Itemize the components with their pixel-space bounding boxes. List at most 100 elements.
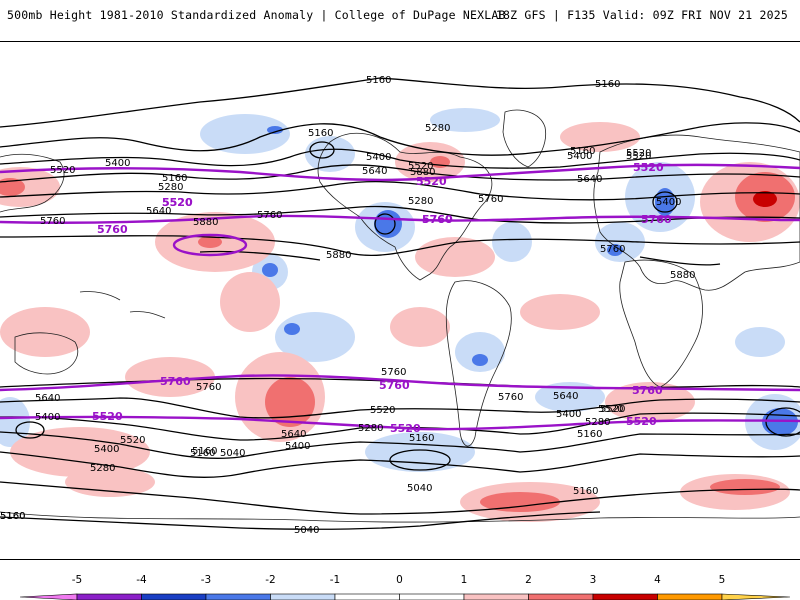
- colorbar-segment: [205, 593, 271, 600]
- contour-label: 5160: [0, 511, 25, 522]
- contour-label-key: 5760: [97, 223, 128, 236]
- contour-label: 5280: [425, 123, 450, 134]
- contour-label-key: 5520: [416, 175, 447, 188]
- contour-label: 5160: [595, 79, 620, 90]
- contour-label: 5880: [193, 217, 218, 228]
- coastlines: [0, 109, 800, 523]
- contour-label: 5160: [409, 433, 434, 444]
- colorbar-tick-label: -5: [71, 574, 83, 586]
- contour-label: 5760: [381, 367, 406, 378]
- contour-label: 5520: [120, 435, 145, 446]
- contour-labels-black: 5160 5160 5160 5280 5160 5400 5640 5520 …: [0, 75, 695, 536]
- contour-label-key: 5520: [626, 415, 657, 428]
- contour-label: 5640: [362, 166, 387, 177]
- contour-label: 5160: [573, 486, 598, 497]
- contour-label-key: 5520: [162, 196, 193, 209]
- colorbar-tick-label: 3: [589, 574, 597, 586]
- contour-label: 5280: [408, 196, 433, 207]
- map-panel[interactable]: 5160 5160 5160 5280 5160 5400 5640 5520 …: [0, 41, 800, 560]
- colorbar-tick-label: 1: [460, 574, 468, 586]
- colorbar-segment: [528, 593, 594, 600]
- colorbar-segment: [463, 593, 529, 600]
- contour-label: 5280: [358, 423, 383, 434]
- contour-label-key: 5520: [633, 161, 664, 174]
- contour-label: 5640: [553, 391, 578, 402]
- contour-label: 5520: [370, 405, 395, 416]
- contour-label-key: 5760: [641, 213, 672, 226]
- contour-label: 5280: [585, 417, 610, 428]
- colorbar-segment: [399, 593, 465, 600]
- colorbar-tick-label: 0: [396, 574, 403, 586]
- contour-label: 5640: [577, 174, 602, 185]
- contour-label: 5400: [105, 158, 130, 169]
- contour-label: 5040: [294, 525, 319, 536]
- contour-label: 5640: [146, 206, 171, 217]
- colorbar-tick-label: -1: [329, 574, 341, 586]
- contour-label: 5040: [220, 448, 245, 459]
- contour-label: 5760: [257, 210, 282, 221]
- colorbar-tick-label: 2: [525, 574, 532, 586]
- contour-label: 5520: [626, 151, 651, 162]
- colorbar-segment: [657, 593, 723, 600]
- colorbar-tick-label: -2: [265, 574, 276, 586]
- contour-label: 5160: [366, 75, 391, 86]
- contour-label-key: 5760: [422, 213, 453, 226]
- contour-labels-purple: 5520 5760 5520 5760 5760 5520 5760 5520 …: [92, 161, 672, 435]
- contour-label: 5160: [308, 128, 333, 139]
- contour-label: 5160: [190, 448, 215, 459]
- colorbar-tick-label: 4: [654, 574, 661, 586]
- key-contours: [0, 163, 800, 431]
- contour-label: 5040: [407, 483, 432, 494]
- contour-label: 5760: [40, 216, 65, 227]
- colorbar-segment: [270, 593, 336, 600]
- contour-label: 5520: [600, 404, 625, 415]
- colorbar-segment: [76, 593, 142, 600]
- contour-label: 5640: [281, 429, 306, 440]
- colorbar-graphic: [19, 593, 791, 600]
- header: 500mb Height 1981-2010 Standardized Anom…: [0, 0, 800, 40]
- contour-label: 5160: [0, 511, 25, 522]
- contour-label: 5640: [35, 393, 60, 404]
- contour-label: 5520: [50, 165, 75, 176]
- contour-label-key: 5760: [379, 379, 410, 392]
- extreme-positive-anomaly-shading: [753, 191, 777, 207]
- colorbar-segment: [592, 593, 658, 600]
- contour-label: 5760: [196, 382, 221, 393]
- contour-label-key: 5760: [422, 213, 453, 226]
- contour-label-key: 5520: [390, 422, 421, 435]
- contour-label: 5160: [192, 446, 217, 457]
- contour-label: 5520: [626, 148, 651, 159]
- colorbar-tick-label: -4: [136, 574, 147, 586]
- contour-label: 5760: [498, 392, 523, 403]
- contour-label: 5400: [35, 412, 60, 423]
- contour-label: 5160: [570, 146, 595, 157]
- contour-label: 5400: [366, 152, 391, 163]
- colorbar-tick-label: 5: [718, 574, 726, 586]
- contour-label: 5760: [478, 194, 503, 205]
- height-contours: [0, 77, 800, 530]
- contour-label: 5880: [670, 270, 695, 281]
- contour-label-key: 5520: [162, 196, 193, 209]
- contour-label: 5400: [567, 151, 592, 162]
- contour-label: 5280: [90, 463, 115, 474]
- anomaly-map: 5160 5160 5160 5280 5160 5400 5640 5520 …: [0, 75, 800, 536]
- contour-label: 5160: [577, 429, 602, 440]
- anomaly-colorbar: [0, 570, 800, 600]
- contour-label: 5400: [556, 409, 581, 420]
- contour-label: 5400: [94, 444, 119, 455]
- colorbar-segment: [721, 593, 791, 600]
- contour-label: 5880: [326, 250, 351, 261]
- contour-label: 5400: [285, 441, 310, 452]
- map-title: 500mb Height 1981-2010 Standardized Anom…: [7, 8, 506, 22]
- colorbar-segment: [334, 593, 400, 600]
- colorbar-segment: [19, 593, 78, 600]
- colorbar-segment: [141, 593, 207, 600]
- contour-label-key: 5760: [632, 384, 663, 397]
- model-run-info: 18Z GFS | F135 Valid: 09Z FRI NOV 21 202…: [495, 8, 788, 22]
- colorbar-tick-label: -3: [200, 574, 212, 586]
- contour-label: 5760: [600, 244, 625, 255]
- contour-label: 5160: [162, 173, 187, 184]
- contour-label: 5880: [410, 167, 435, 178]
- contour-label: 5280: [158, 182, 183, 193]
- contour-label: 5520: [408, 161, 433, 172]
